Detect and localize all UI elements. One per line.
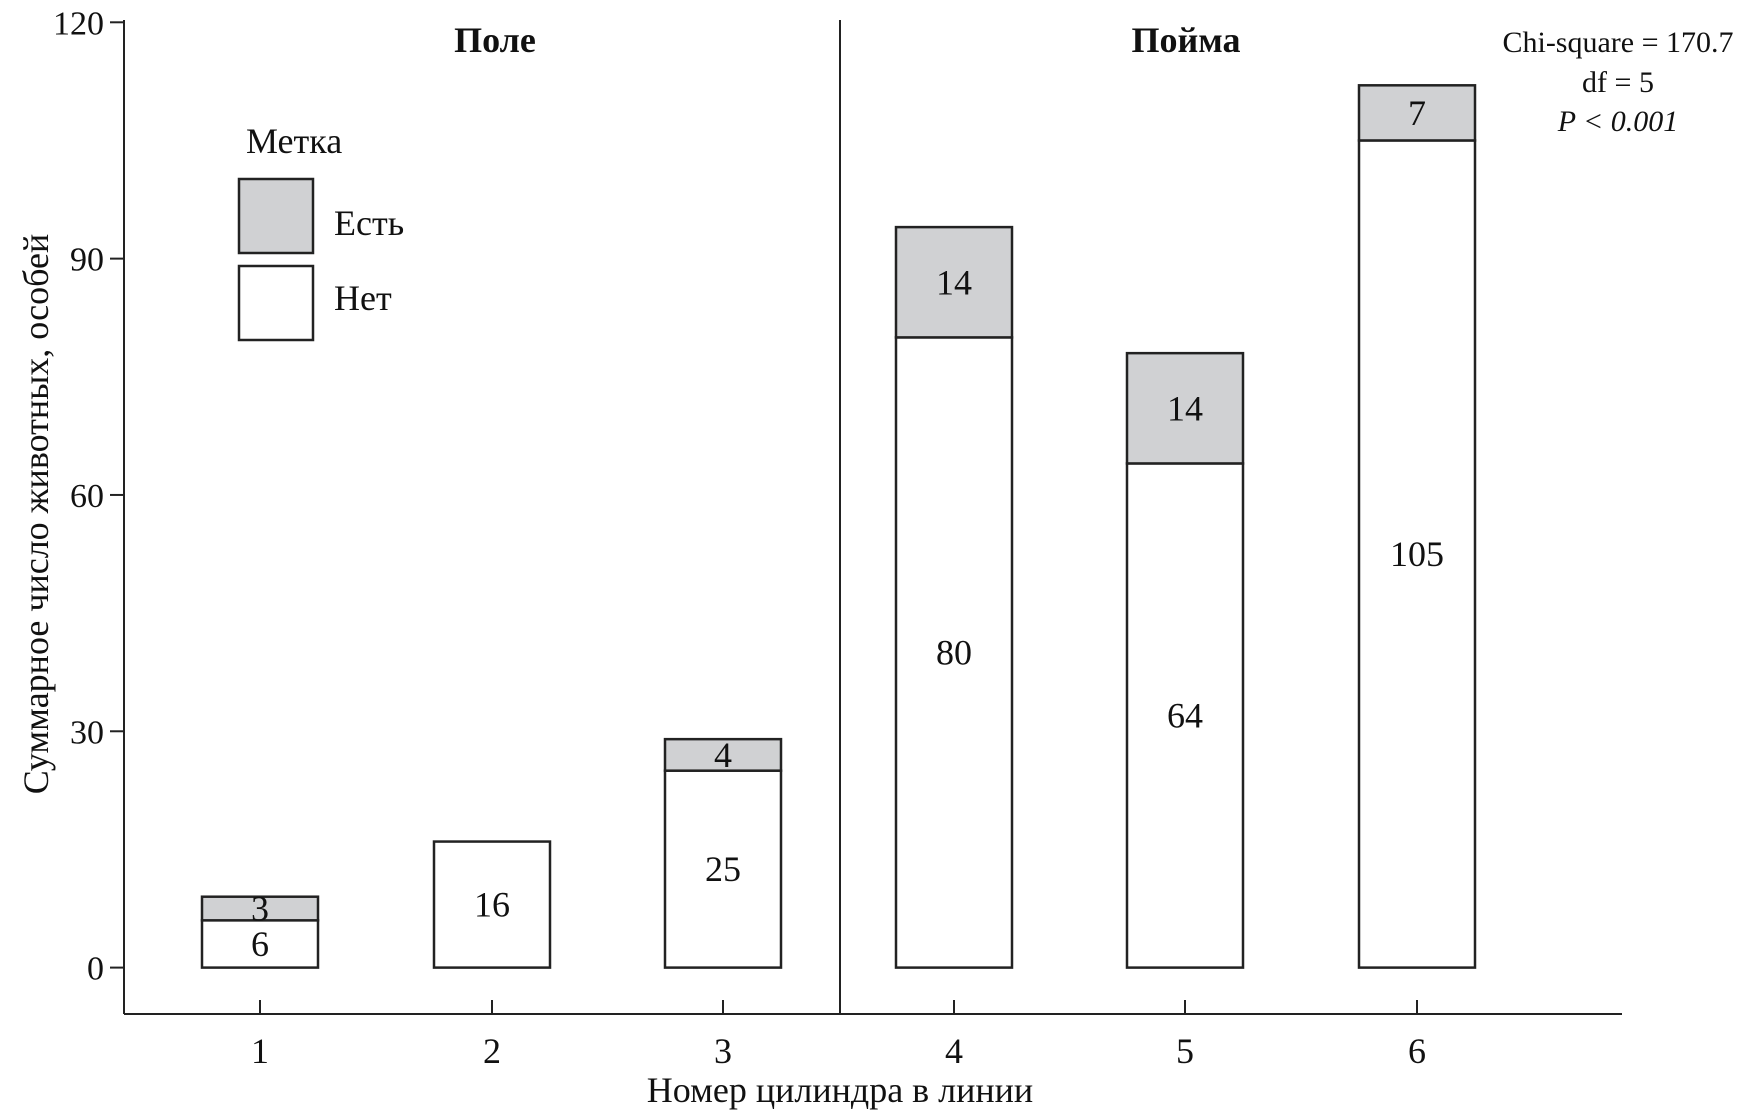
legend-swatch-no [237,264,315,342]
stat-p-value: P < 0.001 [1557,105,1679,138]
bar-value-label: 3 [251,889,269,929]
bar-value-label: 16 [474,885,510,925]
y-tick-label: 90 [70,242,104,279]
bar-segment [894,225,1014,339]
x-tick-label: 5 [1176,1031,1194,1071]
x-tick-label: 4 [945,1031,963,1071]
axes [123,20,1622,1015]
bar-value-label: 14 [936,262,972,302]
y-axis-label: Суммарное число животных, особей [16,234,56,795]
stat-chi-square: Chi-square = 170.7 [1502,26,1733,59]
bar-segment [200,895,320,922]
bar-value-label: 14 [1167,388,1203,428]
bar-value-label: 64 [1167,696,1203,736]
x-tick-label: 1 [251,1031,269,1071]
bar-segment [432,840,552,969]
y-tick-label: 30 [70,714,104,751]
bar-value-label: 105 [1390,534,1444,574]
x-tick-label: 6 [1408,1031,1426,1071]
y-tick-label: 60 [70,478,104,515]
bar-segment [1357,84,1477,142]
bar-segment [894,336,1014,969]
y-tick-label: 0 [87,951,104,988]
panel-label-floodplain: Пойма [1131,20,1240,60]
x-tick-label: 3 [714,1031,732,1071]
bar-segment [663,769,783,969]
panel-label-field: Поле [454,20,536,60]
bar-segment [1125,351,1245,465]
bar-value-label: 25 [705,849,741,889]
legend-swatch-yes [237,177,315,255]
bar-segment [1357,139,1477,969]
y-tick-label: 120 [53,5,104,42]
bar-segment [200,919,320,969]
x-tick-label: 2 [483,1031,501,1071]
legend-label-no: Нет [334,278,392,318]
bar-value-label: 7 [1408,93,1426,133]
legend-label-yes: Есть [334,203,404,243]
bar-value-label: 4 [714,735,732,775]
legend: Метка Есть Нет [237,121,404,342]
bar-segment [663,737,783,772]
bar-value-label: 6 [251,924,269,964]
bar-value-label: 80 [936,633,972,673]
stat-df: df = 5 [1582,66,1654,99]
legend-title: Метка [246,121,342,161]
x-axis-label: Номер цилиндра в линии [647,1070,1033,1110]
